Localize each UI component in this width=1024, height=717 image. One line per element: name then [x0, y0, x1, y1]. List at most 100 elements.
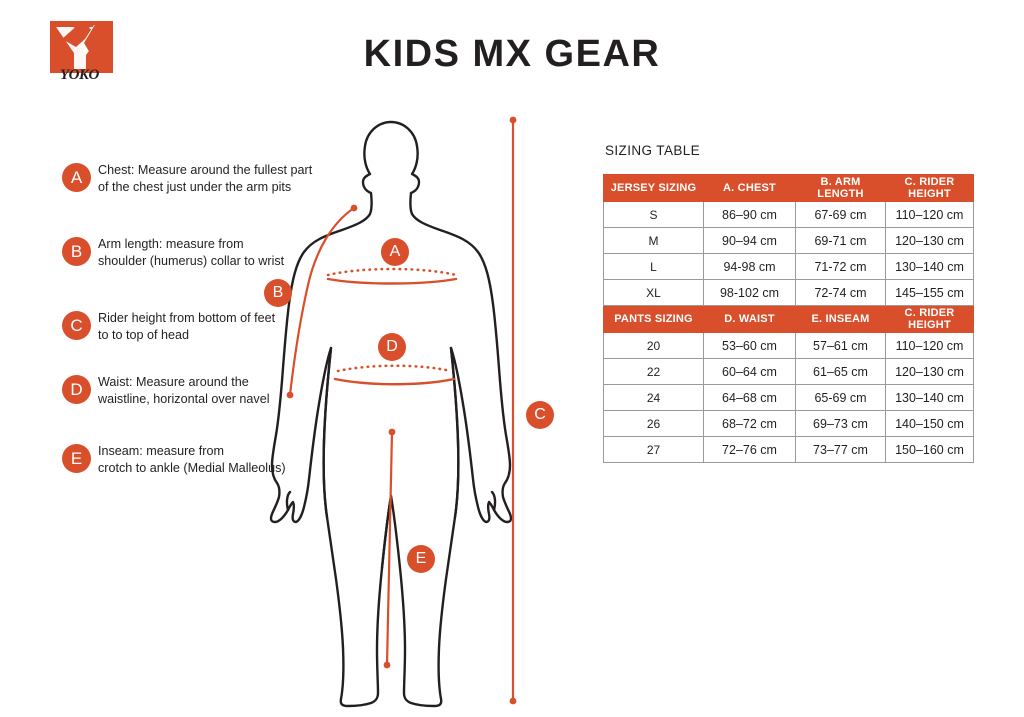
legend-badge-d: D [62, 375, 91, 404]
table-row: XL 98-102 cm 72-74 cm 145–155 cm [603, 279, 974, 306]
col-header: C. RIDER HEIGHT [885, 174, 974, 202]
figure-marker-a: A [381, 238, 409, 266]
body-silhouette-outline [269, 120, 513, 708]
cell: 150–160 cm [885, 436, 974, 463]
cell: 140–150 cm [885, 410, 974, 437]
figure-marker-e: E [407, 545, 435, 573]
sizing-table-caption: SIZING TABLE [605, 143, 701, 158]
cell: 72–76 cm [703, 436, 796, 463]
sizing-table-section: SIZING TABLE JERSEY SIZING A. CHEST B. A… [603, 143, 974, 463]
arm-line-start-dot [350, 204, 358, 212]
legend-badge-b: B [62, 237, 91, 266]
page-title: KIDS MX GEAR [363, 33, 661, 75]
table-row: 20 53–60 cm 57–61 cm 110–120 cm [603, 332, 974, 359]
arm-line-end-dot [286, 391, 294, 399]
rider-height-measure-line [509, 116, 517, 705]
figure-marker-b: B [264, 279, 292, 307]
legend-text-e: Inseam: measure from crotch to ankle (Me… [98, 443, 312, 476]
cell: 22 [603, 358, 704, 385]
cell: S [603, 201, 704, 228]
chest-dotted-line [326, 267, 458, 277]
legend-line: waistline, horizontal over navel [98, 391, 270, 406]
logo-wordmark: YOKO [60, 67, 100, 83]
cell: 98-102 cm [703, 279, 796, 306]
table-row: L 94-98 cm 71-72 cm 130–140 cm [603, 253, 974, 280]
cell: 110–120 cm [885, 201, 974, 228]
cell: 120–130 cm [885, 227, 974, 254]
legend-line: shoulder (humerus) collar to wrist [98, 253, 285, 268]
cell: 20 [603, 332, 704, 359]
legend-line: to to top of head [98, 327, 190, 342]
cell: 130–140 cm [885, 384, 974, 411]
figure-marker-d: D [378, 333, 406, 361]
col-header: C. RIDER HEIGHT [885, 305, 974, 333]
col-header: A. CHEST [703, 174, 796, 202]
table-row: 22 60–64 cm 61–65 cm 120–130 cm [603, 358, 974, 385]
cell: 73–77 cm [795, 436, 886, 463]
cell: 71-72 cm [795, 253, 886, 280]
yoko-logo: YOKO [50, 21, 118, 85]
cell: 145–155 cm [885, 279, 974, 306]
cell: 57–61 cm [795, 332, 886, 359]
legend-line: crotch to ankle (Medial Malleolus) [98, 460, 286, 475]
cell: 86–90 cm [703, 201, 796, 228]
col-header: JERSEY SIZING [603, 174, 704, 202]
legend-line: Inseam: measure from [98, 444, 224, 458]
table-row: M 90–94 cm 69-71 cm 120–130 cm [603, 227, 974, 254]
cell: 72-74 cm [795, 279, 886, 306]
legend-line: Waist: Measure around the [98, 375, 249, 389]
pants-header-row: PANTS SIZING D. WAIST E. INSEAM C. RIDER… [603, 305, 974, 333]
legend-badge-c: C [62, 311, 91, 340]
cell: 130–140 cm [885, 253, 974, 280]
inseam-start-dot [388, 428, 396, 436]
cell: M [603, 227, 704, 254]
sizing-table: JERSEY SIZING A. CHEST B. ARM LENGTH C. … [603, 174, 974, 463]
body-diagram: A D B C E [232, 105, 554, 710]
legend-line: Chest: Measure around the fullest part [98, 163, 313, 177]
cell: 26 [603, 410, 704, 437]
legend-line: Rider height from bottom of feet [98, 311, 276, 325]
legend-line: Arm length: measure from [98, 237, 244, 251]
col-header: PANTS SIZING [603, 305, 704, 333]
legend-text-c: Rider height from bottom of feet to to t… [98, 310, 312, 343]
cell: 69-71 cm [795, 227, 886, 254]
legend-text-a: Chest: Measure around the fullest part o… [98, 162, 312, 195]
cell: 64–68 cm [703, 384, 796, 411]
cell: XL [603, 279, 704, 306]
cell: 68–72 cm [703, 410, 796, 437]
waist-solid-line [333, 377, 456, 386]
legend-badge-e: E [62, 444, 91, 473]
cell: 94-98 cm [703, 253, 796, 280]
waist-dotted-line [336, 364, 453, 373]
cell: 69–73 cm [795, 410, 886, 437]
figure-marker-c: C [526, 401, 554, 429]
table-row: S 86–90 cm 67-69 cm 110–120 cm [603, 201, 974, 228]
cell: 90–94 cm [703, 227, 796, 254]
cell: 61–65 cm [795, 358, 886, 385]
chest-solid-line [326, 277, 458, 285]
table-row: 27 72–76 cm 73–77 cm 150–160 cm [603, 436, 974, 463]
table-row: 26 68–72 cm 69–73 cm 140–150 cm [603, 410, 974, 437]
height-bottom-dot [509, 697, 517, 705]
legend-text-b: Arm length: measure from shoulder (humer… [98, 236, 312, 269]
cell: 27 [603, 436, 704, 463]
cell: 67-69 cm [795, 201, 886, 228]
cell: 60–64 cm [703, 358, 796, 385]
waist-measure-band [333, 364, 456, 386]
cell: L [603, 253, 704, 280]
cell: 110–120 cm [885, 332, 974, 359]
table-row: 24 64–68 cm 65-69 cm 130–140 cm [603, 384, 974, 411]
cell: 65-69 cm [795, 384, 886, 411]
height-top-dot [509, 116, 517, 124]
jersey-header-row: JERSEY SIZING A. CHEST B. ARM LENGTH C. … [603, 174, 974, 202]
legend-line: of the chest just under the arm pits [98, 179, 292, 194]
legend-text-d: Waist: Measure around the waistline, hor… [98, 374, 312, 407]
legend-badge-a: A [62, 163, 91, 192]
cell: 24 [603, 384, 704, 411]
chest-measure-band [326, 267, 458, 285]
cell: 53–60 cm [703, 332, 796, 359]
inseam-measure-line [383, 428, 396, 669]
col-header: E. INSEAM [795, 305, 886, 333]
arm-length-measure-line [286, 204, 358, 399]
